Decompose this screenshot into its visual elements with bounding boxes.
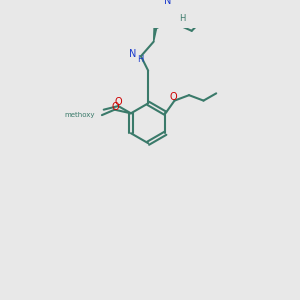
Text: O: O xyxy=(114,97,122,106)
Text: N: N xyxy=(164,0,172,6)
Text: methoxy: methoxy xyxy=(64,112,95,118)
Text: N: N xyxy=(129,50,136,59)
Text: O: O xyxy=(112,102,119,112)
Text: H: H xyxy=(179,14,185,22)
Text: O: O xyxy=(170,92,177,102)
Polygon shape xyxy=(154,27,157,42)
Text: H: H xyxy=(137,55,143,64)
